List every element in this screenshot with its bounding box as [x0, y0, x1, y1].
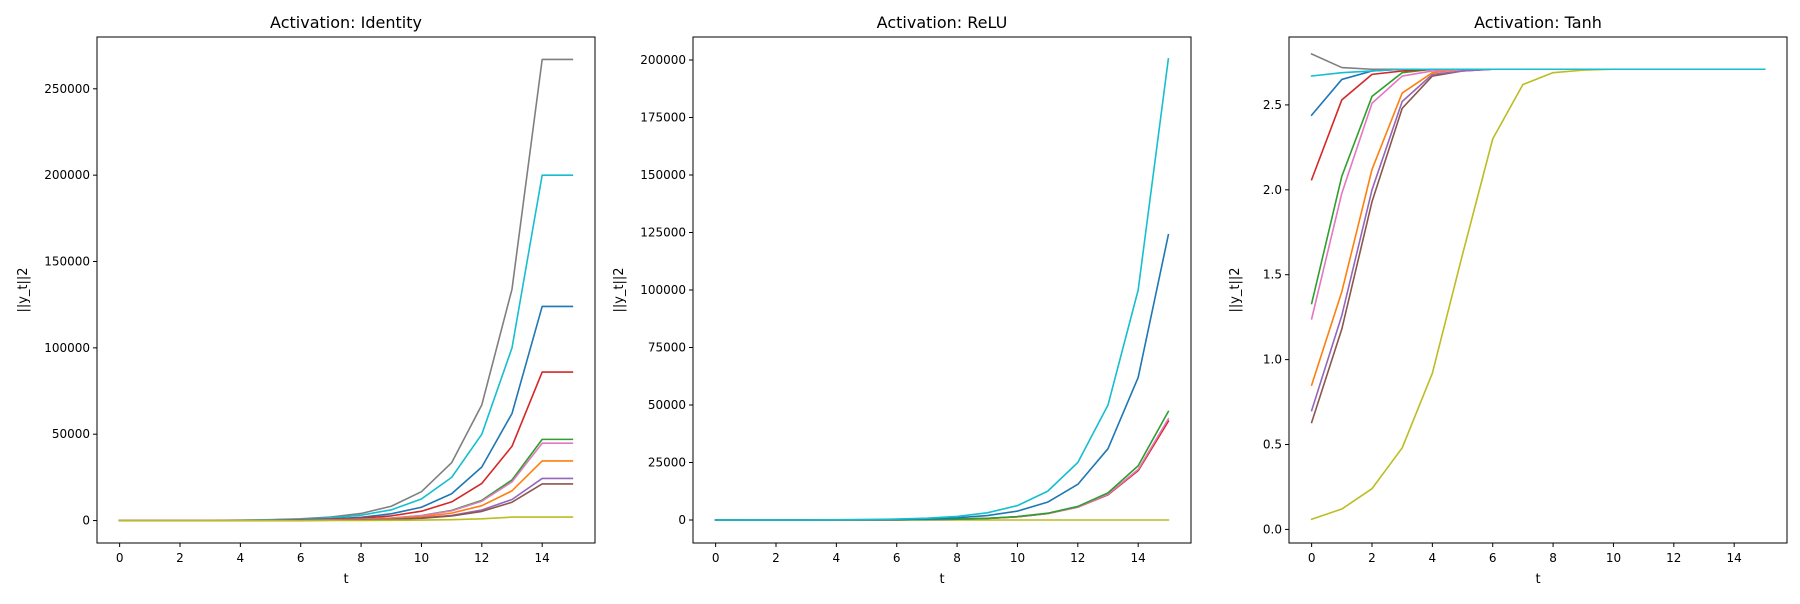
y-tick-label-2: 100000 — [44, 341, 90, 355]
y-tick-label-1: 50000 — [52, 427, 90, 441]
series-line-1 — [118, 174, 574, 522]
series-line-5 — [1310, 68, 1766, 305]
series-line-1 — [714, 420, 1170, 521]
y-tick-label-6: 150000 — [640, 168, 686, 182]
x-axis-label: t — [1535, 572, 1540, 587]
x-tick-label-6: 12 — [1666, 551, 1681, 565]
series-line-5 — [714, 233, 1170, 521]
panel-tanh: 0 2 4 6 8 10 12 14 0.0 0.5 1.0 1.5 2.0 2.5 Activation:… — [1228, 13, 1788, 587]
series-line-6 — [118, 460, 574, 522]
x-tick-label-0: 0 — [116, 551, 124, 565]
y-tick-label-5: 250000 — [44, 82, 90, 96]
x-tick-label-5: 10 — [1010, 551, 1025, 565]
y-tick-label-3: 75000 — [648, 341, 686, 355]
x-tick-label-4: 8 — [1549, 551, 1557, 565]
y-tick-label-4: 100000 — [640, 283, 686, 297]
series-line-3 — [1310, 68, 1766, 387]
series-line-3 — [714, 417, 1170, 521]
x-tick-label-5: 10 — [414, 551, 429, 565]
chart-title: Activation: Tanh — [1474, 13, 1602, 32]
y-tick-label-1: 0.5 — [1263, 438, 1282, 452]
series-line-0 — [118, 58, 574, 522]
y-tick-label-4: 200000 — [44, 168, 90, 182]
x-tick-label-6: 12 — [474, 551, 489, 565]
x-tick-label-0: 0 — [712, 551, 720, 565]
series-line-4 — [118, 438, 574, 522]
x-tick-label-3: 6 — [893, 551, 901, 565]
series-line-2 — [714, 420, 1170, 521]
x-tick-label-3: 6 — [1489, 551, 1497, 565]
x-tick-label-1: 2 — [1368, 551, 1376, 565]
chart-title: Activation: Identity — [270, 13, 422, 32]
x-tick-label-6: 12 — [1070, 551, 1085, 565]
y-tick-label-8: 200000 — [640, 53, 686, 67]
panel-identity: 0 2 4 6 8 10 12 14 0 50000 100000 150000 200000 25000… — [16, 13, 596, 587]
y-tick-label-0: 0 — [82, 514, 90, 528]
series-line-2 — [118, 305, 574, 522]
y-tick-label-1: 25000 — [648, 456, 686, 470]
series-line-1 — [1310, 68, 1766, 424]
y-tick-label-7: 175000 — [640, 111, 686, 125]
x-tick-label-3: 6 — [297, 551, 305, 565]
y-tick-label-0: 0.0 — [1263, 522, 1282, 536]
x-tick-label-1: 2 — [176, 551, 184, 565]
x-tick-label-7: 14 — [1727, 551, 1742, 565]
series-line-9 — [1310, 68, 1766, 77]
chart-title: Activation: ReLU — [877, 13, 1008, 32]
axes-frame — [96, 36, 596, 544]
y-tick-label-3: 1.5 — [1263, 268, 1282, 282]
y-tick-label-4: 2.0 — [1263, 183, 1282, 197]
series-line-0 — [1310, 68, 1766, 521]
series-line-4 — [1310, 68, 1766, 320]
x-axis-label: t — [939, 572, 944, 587]
x-tick-label-0: 0 — [1308, 551, 1316, 565]
y-tick-label-2: 1.0 — [1263, 353, 1282, 367]
y-axis-label: ||y_t||2 — [16, 267, 31, 312]
x-axis-label: t — [343, 572, 348, 587]
series-line-7 — [1310, 68, 1766, 117]
series-line-6 — [1310, 68, 1766, 181]
series-line-2 — [1310, 68, 1766, 412]
y-axis-label: ||y_t||2 — [612, 267, 627, 312]
x-tick-label-7: 14 — [1131, 551, 1146, 565]
axes-frame — [1288, 36, 1788, 544]
series-line-4 — [714, 410, 1170, 521]
y-tick-label-3: 150000 — [44, 255, 90, 269]
series-line-9 — [118, 516, 574, 522]
y-tick-label-5: 125000 — [640, 226, 686, 240]
x-tick-label-2: 4 — [1429, 551, 1437, 565]
x-tick-label-1: 2 — [772, 551, 780, 565]
x-tick-label-4: 8 — [357, 551, 365, 565]
axes-frame — [692, 36, 1192, 544]
y-tick-label-0: 0 — [678, 513, 686, 527]
series-line-3 — [118, 371, 574, 522]
x-tick-label-5: 10 — [1606, 551, 1621, 565]
panel-relu: 0 2 4 6 8 10 12 14 0 25000 50000 75000 100000 125000 1… — [612, 13, 1192, 587]
x-tick-label-2: 4 — [833, 551, 841, 565]
x-tick-label-2: 4 — [237, 551, 245, 565]
y-tick-label-2: 50000 — [648, 398, 686, 412]
y-axis-label: ||y_t||2 — [1228, 267, 1243, 312]
x-tick-label-7: 14 — [535, 551, 550, 565]
x-tick-label-4: 8 — [953, 551, 961, 565]
series-line-8 — [1310, 52, 1766, 71]
y-tick-label-5: 2.5 — [1263, 98, 1282, 112]
series-line-6 — [714, 57, 1170, 521]
